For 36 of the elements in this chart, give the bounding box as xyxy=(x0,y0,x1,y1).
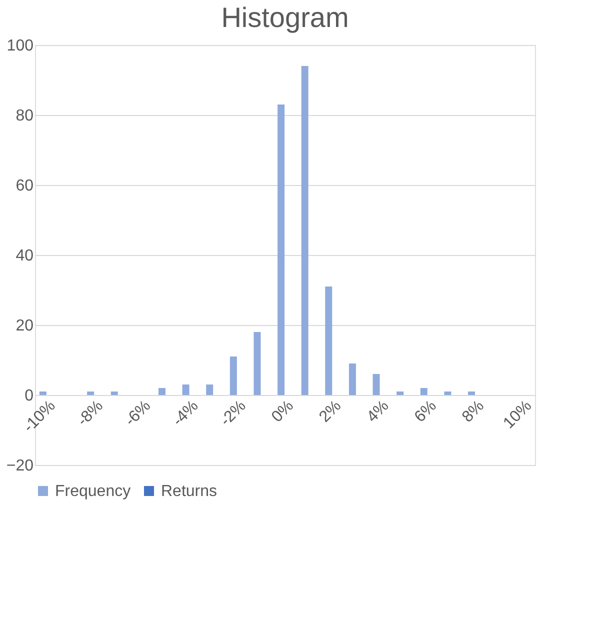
bar xyxy=(87,392,94,395)
y-tick-label: 40 xyxy=(16,248,34,264)
bar xyxy=(158,388,166,395)
bar xyxy=(348,364,356,395)
x-tick-label: -4% xyxy=(170,398,202,430)
bar xyxy=(325,286,332,395)
bar xyxy=(420,388,428,395)
y-tick-label: 80 xyxy=(16,108,34,124)
bar xyxy=(372,374,380,395)
legend-label: Frequency xyxy=(55,483,131,500)
x-tick-label: 2% xyxy=(316,398,345,426)
y-tick-label: 100 xyxy=(6,38,34,54)
bar xyxy=(110,392,118,395)
x-tick-label: -6% xyxy=(122,398,154,430)
bar xyxy=(301,66,308,395)
bar xyxy=(182,384,190,395)
bar xyxy=(468,392,476,395)
x-tick-label: -8% xyxy=(74,398,107,430)
x-tick-label: 0% xyxy=(268,398,298,426)
bar xyxy=(39,392,46,395)
legend-label: Returns xyxy=(161,483,218,500)
bar xyxy=(230,356,237,395)
bar xyxy=(444,392,452,395)
x-tick-label: 8% xyxy=(459,398,488,426)
chart-title: Histogram xyxy=(221,2,349,33)
bar xyxy=(206,384,214,395)
y-tick-label: 0 xyxy=(24,388,34,404)
bar xyxy=(278,104,285,395)
x-tick-label: 6% xyxy=(412,398,440,426)
bar xyxy=(254,332,261,395)
x-tick-label: 4% xyxy=(364,398,392,426)
y-tick-label: 60 xyxy=(16,178,34,194)
bar xyxy=(396,392,404,395)
y-tick-label: −20 xyxy=(6,458,34,474)
y-tick-label: 20 xyxy=(16,318,34,334)
x-tick-label: -2% xyxy=(217,398,250,430)
